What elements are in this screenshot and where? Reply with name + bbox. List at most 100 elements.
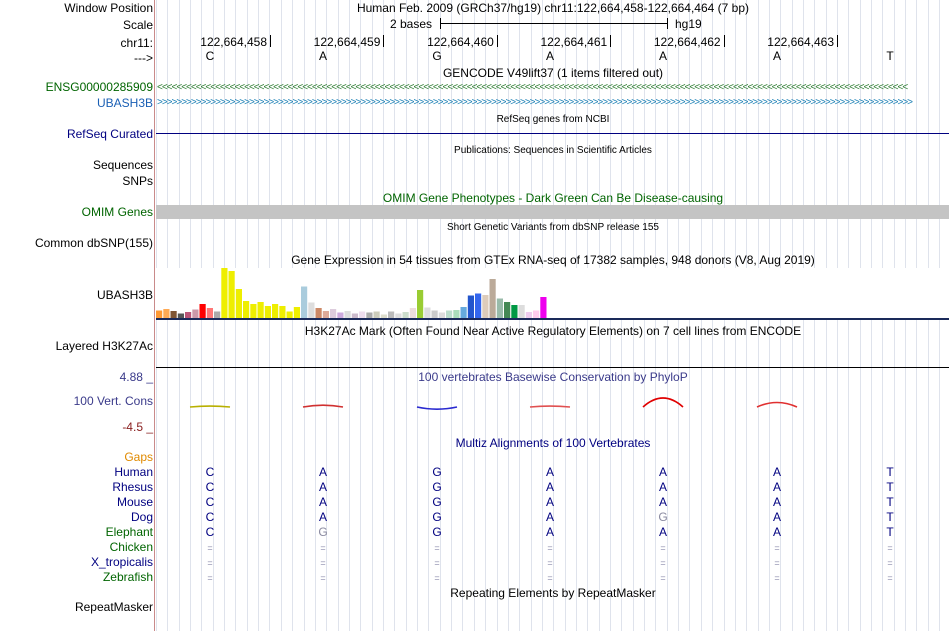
publications-title[interactable]: Publications: Sequences in Scientific Ar…	[454, 145, 652, 156]
gtex-tissue-bar[interactable]	[351, 313, 358, 319]
refseq-label[interactable]: RefSeq Curated	[66, 127, 153, 141]
gtex-tissue-bar[interactable]	[177, 313, 184, 319]
species-label-elephant[interactable]: Elephant	[105, 525, 153, 539]
dbsnp-title[interactable]: Short Genetic Variants from dbSNP releas…	[447, 222, 659, 233]
gene-ensg00000285909-label[interactable]: ENSG00000285909	[45, 80, 153, 94]
gtex-tissue-bar[interactable]	[214, 311, 221, 319]
gtex-tissue-bar[interactable]	[322, 311, 329, 318]
phylop-score-mark[interactable]	[416, 406, 458, 410]
refseq-title[interactable]: RefSeq genes from NCBI	[496, 114, 610, 125]
h3k27ac-label[interactable]: Layered H3K27Ac	[55, 339, 153, 353]
species-label-mouse[interactable]: Mouse	[116, 495, 153, 509]
gtex-tissue-bar[interactable]	[286, 311, 293, 319]
phylop-title[interactable]: 100 vertebrates Basewise Conservation by…	[418, 370, 688, 384]
gtex-tissue-bar[interactable]	[540, 297, 547, 318]
publications-sequences-label[interactable]: Sequences	[92, 158, 153, 172]
gtex-tissue-bar[interactable]	[475, 293, 482, 319]
gtex-tissue-bar[interactable]	[373, 311, 380, 319]
omim-title[interactable]: OMIM Gene Phenotypes - Dark Green Can Be…	[382, 191, 724, 205]
multiz-title[interactable]: Multiz Alignments of 100 Vertebrates	[455, 436, 651, 450]
publications-snps-label[interactable]: SNPs	[122, 174, 153, 188]
alignment-base: =	[320, 573, 326, 583]
gtex-tissue-bar[interactable]	[221, 268, 228, 318]
gtex-tissue-bar[interactable]	[315, 308, 322, 318]
repeatmasker-label[interactable]: RepeatMasker	[74, 600, 153, 614]
gtex-tissue-bar[interactable]	[308, 302, 315, 319]
gtex-tissue-bar[interactable]	[446, 310, 453, 319]
gtex-tissue-bar[interactable]	[257, 302, 264, 318]
gtex-tissue-bar[interactable]	[525, 312, 532, 318]
gtex-tissue-bar[interactable]	[438, 312, 445, 319]
gtex-tissue-bar[interactable]	[482, 295, 489, 318]
gtex-tissue-bar[interactable]	[395, 313, 402, 319]
gtex-tissue-bar[interactable]	[511, 305, 518, 318]
gtex-tissue-bar[interactable]	[272, 304, 279, 318]
phylop-label[interactable]: 100 Vert. Cons	[73, 394, 153, 408]
gene-ubash3b-track[interactable]: >>>>>>>>>>>>>>>>>>>>>>>>>>>>>>>>>>>>>>>>…	[157, 98, 913, 108]
gtex-tissue-bar[interactable]	[264, 306, 271, 318]
gtex-tissue-bar[interactable]	[185, 312, 192, 318]
gtex-tissue-bar[interactable]	[250, 304, 257, 318]
gtex-tissue-bar[interactable]	[366, 312, 373, 319]
gtex-tissue-bar[interactable]	[156, 310, 163, 319]
phylop-score-mark[interactable]	[756, 401, 798, 408]
phylop-score-mark[interactable]	[189, 405, 231, 408]
omim-feature[interactable]	[156, 205, 949, 219]
gtex-tissue-bar[interactable]	[417, 290, 424, 318]
gencode-title[interactable]: GENCODE V49lift37 (1 items filtered out)	[442, 66, 664, 80]
gtex-tissue-bar[interactable]	[424, 307, 431, 319]
gtex-title[interactable]: Gene Expression in 54 tissues from GTEx …	[291, 253, 815, 267]
gtex-tissue-bar[interactable]	[431, 310, 438, 319]
species-label-human[interactable]: Human	[114, 465, 153, 479]
gtex-tissue-bar[interactable]	[243, 301, 250, 318]
gtex-tissue-bar[interactable]	[235, 289, 242, 318]
phylop-score-mark[interactable]	[529, 405, 571, 408]
gtex-tissue-bar[interactable]	[467, 295, 474, 319]
gtex-tissue-bar[interactable]	[192, 309, 199, 319]
gtex-tissue-bar[interactable]	[206, 308, 213, 318]
alignment-base: =	[547, 543, 553, 553]
species-label-rhesus[interactable]: Rhesus	[112, 480, 153, 494]
gtex-tissue-bar[interactable]	[460, 307, 467, 318]
gtex-bar-chart[interactable]	[156, 268, 556, 319]
gtex-tissue-bar[interactable]	[409, 308, 416, 318]
gtex-tissue-bar[interactable]	[279, 306, 286, 318]
species-label-dog[interactable]: Dog	[130, 510, 153, 524]
gtex-tissue-bar[interactable]	[489, 279, 496, 318]
alignment-base: G	[432, 480, 442, 494]
h3k27ac-title[interactable]: H3K27Ac Mark (Often Found Near Active Re…	[304, 324, 802, 338]
species-label-chicken[interactable]: Chicken	[109, 540, 153, 554]
gtex-tissue-bar[interactable]	[170, 311, 177, 318]
phylop-score-mark[interactable]	[302, 404, 344, 408]
gene-ubash3b-label[interactable]: UBASH3B	[96, 96, 153, 110]
omim-label[interactable]: OMIM Genes	[81, 205, 153, 219]
gtex-tissue-bar[interactable]	[496, 298, 503, 319]
gtex-tissue-bar[interactable]	[504, 302, 511, 318]
gtex-tissue-bar[interactable]	[518, 305, 525, 318]
gtex-tissue-bar[interactable]	[380, 314, 387, 319]
gtex-tissue-bar[interactable]	[402, 312, 409, 318]
gtex-tissue-bar[interactable]	[301, 286, 308, 319]
gtex-tissue-bar[interactable]	[228, 271, 235, 318]
alignment-base: G	[432, 510, 442, 524]
species-label-x_tropicalis[interactable]: X_tropicalis	[90, 555, 153, 569]
gtex-tissue-bar[interactable]	[293, 307, 300, 318]
gtex-tissue-bar[interactable]	[337, 312, 344, 319]
alignment-base: A	[772, 495, 781, 509]
phylop-score-mark[interactable]	[642, 397, 684, 408]
gene-ensg00000285909-track[interactable]: <<<<<<<<<<<<<<<<<<<<<<<<<<<<<<<<<<<<<<<<…	[157, 83, 908, 93]
gtex-tissue-bar[interactable]	[330, 309, 337, 318]
gtex-gene-label[interactable]: UBASH3B	[96, 288, 153, 302]
ruler-position-label: 122,664,463	[767, 35, 834, 49]
gtex-tissue-bar[interactable]	[453, 310, 460, 318]
gtex-tissue-bar[interactable]	[163, 309, 170, 318]
gtex-tissue-bar[interactable]	[388, 311, 395, 319]
repeatmasker-title[interactable]: Repeating Elements by RepeatMasker	[450, 586, 656, 600]
gtex-tissue-bar[interactable]	[344, 311, 351, 318]
phylop-plot[interactable]	[156, 395, 950, 419]
gtex-tissue-bar[interactable]	[359, 311, 366, 319]
gtex-tissue-bar[interactable]	[533, 310, 540, 319]
gtex-tissue-bar[interactable]	[199, 304, 206, 318]
dbsnp-label[interactable]: Common dbSNP(155)	[34, 236, 153, 250]
species-label-zebrafish[interactable]: Zebrafish	[102, 570, 153, 584]
